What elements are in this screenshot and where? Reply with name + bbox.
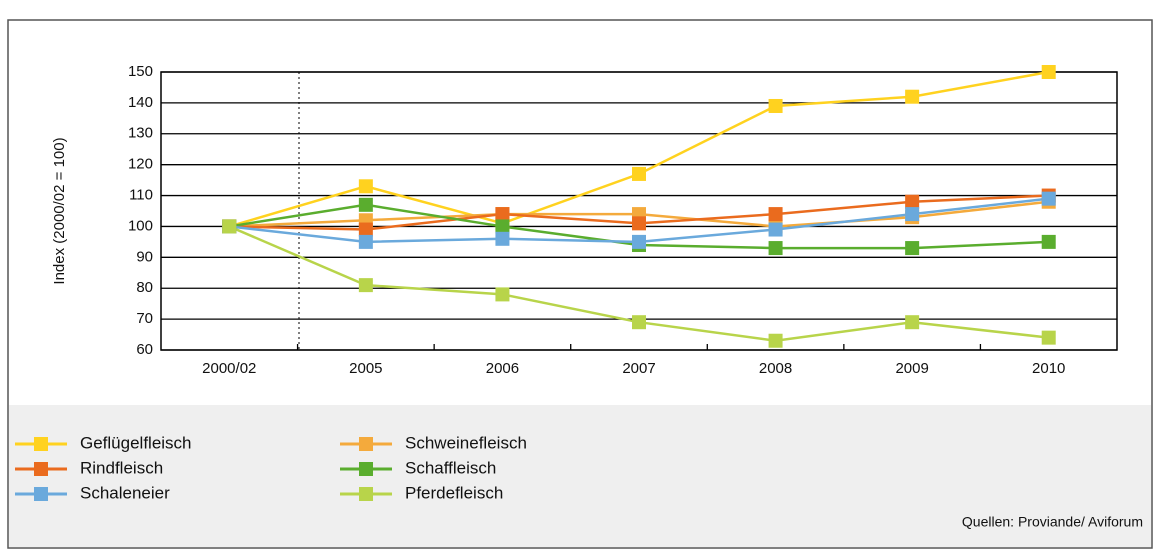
x-tick-label: 2008 <box>759 360 792 377</box>
point <box>495 207 510 222</box>
point <box>495 219 510 234</box>
legend-label: Schaffleisch <box>405 458 496 477</box>
point <box>358 278 373 293</box>
y-tick-label: 150 <box>128 63 153 80</box>
y-tick-label: 90 <box>136 248 153 265</box>
point <box>1041 330 1056 345</box>
x-tick-label: 2010 <box>1032 360 1065 377</box>
y-tick-label: 60 <box>136 341 153 358</box>
point <box>905 315 920 330</box>
point <box>632 315 646 330</box>
point <box>632 234 646 249</box>
legend-marker <box>34 462 48 476</box>
point <box>358 234 373 249</box>
point <box>222 219 237 234</box>
legend-marker <box>359 462 373 476</box>
legend-marker <box>359 437 373 451</box>
point <box>768 241 783 256</box>
point <box>1041 234 1056 249</box>
y-tick-label: 110 <box>129 187 153 204</box>
x-tick-label: 2007 <box>622 360 655 377</box>
x-tick-label: 2009 <box>895 360 928 377</box>
legend-marker <box>34 437 48 451</box>
legend-label: Schweinefleisch <box>405 433 527 452</box>
plot-border <box>160 71 1118 351</box>
point <box>632 166 646 181</box>
y-tick-label: 130 <box>128 125 153 142</box>
legend-marker <box>359 487 373 501</box>
x-tick-label: 2005 <box>349 360 382 377</box>
y-tick-label: 100 <box>128 217 153 234</box>
y-axis-label: Index (2000/02 = 100) <box>51 137 68 284</box>
point <box>768 222 783 237</box>
point <box>495 231 510 246</box>
y-tick-label: 70 <box>136 310 153 327</box>
point <box>905 241 920 256</box>
source: Quellen: Proviande/ Aviforum <box>962 514 1143 530</box>
x-tick-label: 2000/02 <box>202 360 256 377</box>
point <box>1041 191 1056 206</box>
point <box>358 222 373 237</box>
point <box>358 179 373 194</box>
point <box>1041 65 1056 79</box>
point <box>768 333 783 348</box>
point <box>905 207 920 222</box>
legend-marker <box>34 487 48 501</box>
point <box>768 98 783 113</box>
legend-label: Pferdefleisch <box>405 483 503 502</box>
y-tick-label: 120 <box>128 156 153 173</box>
legend-label: Geflügelfleisch <box>80 433 192 452</box>
legend-label: Rindfleisch <box>80 458 163 477</box>
point <box>905 194 920 209</box>
y-tick-label: 140 <box>128 94 153 111</box>
point <box>358 197 373 212</box>
point <box>905 89 920 104</box>
y-tick-label: 80 <box>136 279 153 296</box>
x-tick-label: 2006 <box>486 360 519 377</box>
point <box>768 207 783 222</box>
legend-label: Schaleneier <box>80 483 170 502</box>
point <box>632 216 646 231</box>
point <box>495 287 510 302</box>
legend-panel <box>9 405 1151 547</box>
